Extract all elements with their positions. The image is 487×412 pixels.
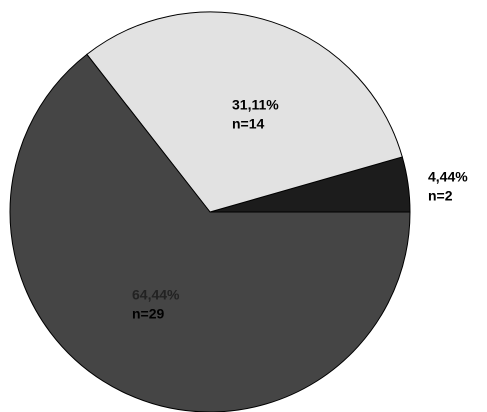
pie-slice [9, 53, 411, 412]
value-label: 31,11% [232, 97, 279, 113]
count-label: n=2 [428, 188, 453, 204]
pie-slice [86, 11, 403, 213]
count-label: n=29 [132, 306, 165, 322]
value-label: 4,44% [428, 169, 468, 185]
count-label: n=14 [232, 116, 265, 132]
value-label: 64,44% [132, 287, 180, 303]
